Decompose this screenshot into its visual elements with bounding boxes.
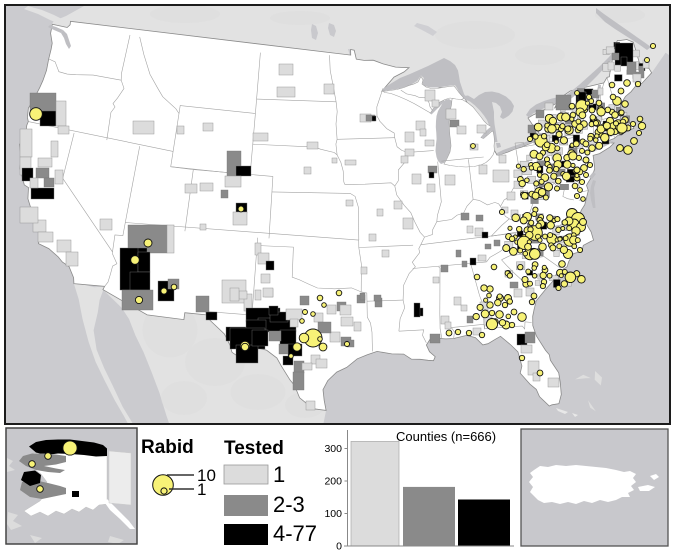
svg-text:Rabid: Rabid [141,437,194,458]
svg-text:2-3: 2-3 [273,492,305,517]
svg-text:10: 10 [197,466,216,485]
svg-text:100: 100 [324,508,342,520]
svg-text:Counties (n=666): Counties (n=666) [396,429,496,444]
svg-text:1: 1 [197,480,206,499]
svg-text:Tested: Tested [224,438,284,459]
svg-text:200: 200 [324,476,342,488]
svg-text:4-77: 4-77 [273,521,317,546]
svg-text:0: 0 [336,541,342,553]
svg-text:300: 300 [324,443,342,455]
svg-text:1: 1 [273,462,285,487]
